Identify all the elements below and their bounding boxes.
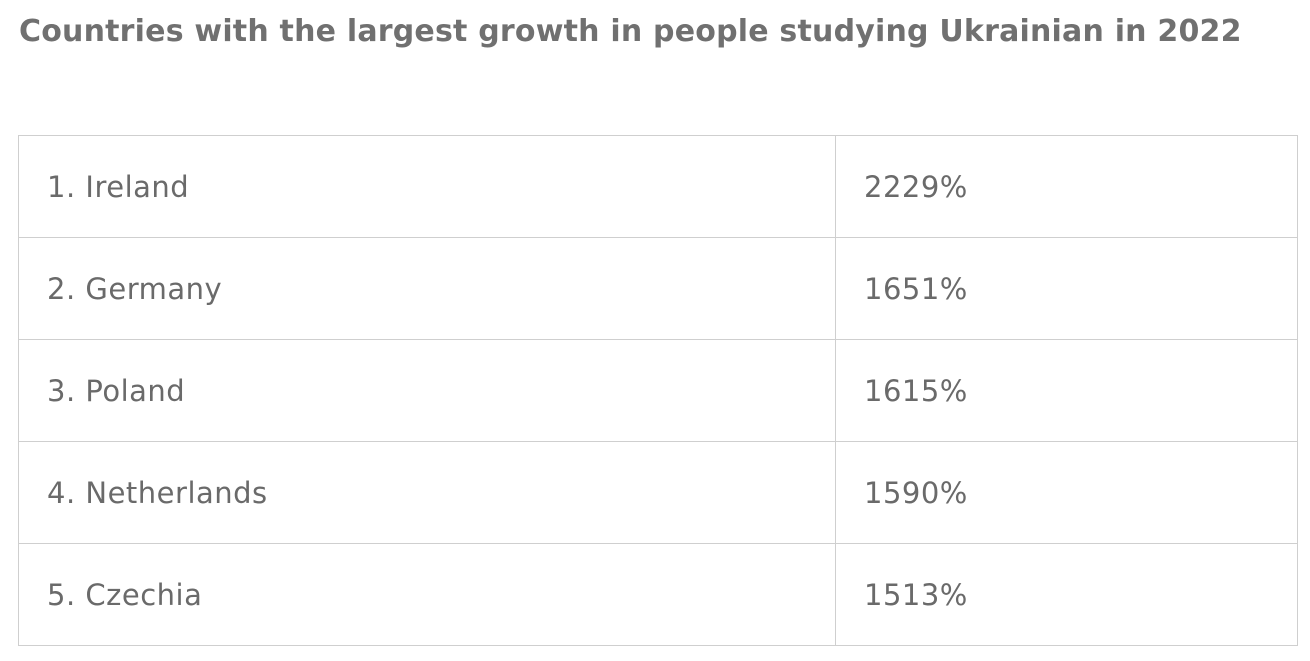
country-cell: 3. Poland bbox=[18, 339, 836, 442]
table-body: 1. Ireland 2229% 2. Germany 1651% 3. Poland 1… bbox=[18, 135, 1298, 646]
table-row: 1. Ireland 2229% bbox=[18, 135, 1298, 238]
country-cell: 5. Czechia bbox=[18, 543, 836, 646]
growth-cell: 1615% bbox=[835, 339, 1298, 442]
country-cell: 4. Netherlands bbox=[18, 441, 836, 544]
growth-cell: 2229% bbox=[835, 135, 1298, 238]
growth-table: 1. Ireland 2229% 2. Germany 1651% 3. Poland 1… bbox=[18, 135, 1298, 646]
growth-cell: 1590% bbox=[835, 441, 1298, 544]
title: Countries with the largest growth in peo… bbox=[19, 14, 1242, 49]
growth-cell: 1513% bbox=[835, 543, 1298, 646]
table-row: 3. Poland 1615% bbox=[18, 339, 1298, 442]
table-row: 5. Czechia 1513% bbox=[18, 543, 1298, 646]
table-row: 4. Netherlands 1590% bbox=[18, 441, 1298, 544]
growth-cell: 1651% bbox=[835, 237, 1298, 340]
table-row: 2. Germany 1651% bbox=[18, 237, 1298, 340]
country-cell: 2. Germany bbox=[18, 237, 836, 340]
country-cell: 1. Ireland bbox=[18, 135, 836, 238]
